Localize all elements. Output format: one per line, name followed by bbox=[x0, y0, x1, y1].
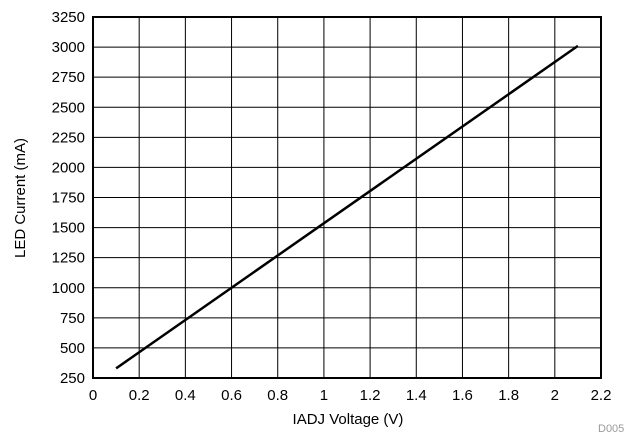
figure-code: D005 bbox=[598, 423, 624, 435]
plot-frame bbox=[92, 16, 602, 379]
x-tick-label: 0.2 bbox=[129, 387, 150, 404]
y-tick-label: 3000 bbox=[52, 39, 85, 56]
y-tick-label: 2250 bbox=[52, 129, 85, 146]
grid bbox=[93, 17, 601, 378]
x-tick-label: 2.2 bbox=[591, 387, 612, 404]
series-group bbox=[115, 44, 579, 370]
y-tick-labels: 250 500 750 1000 1250 1500 1750 2000 2250 2500 275… bbox=[52, 9, 85, 387]
y-tick-label: 500 bbox=[60, 340, 85, 357]
y-tick-label: 1250 bbox=[52, 250, 85, 267]
series-line bbox=[115, 44, 579, 370]
y-tick-label: 1750 bbox=[52, 190, 85, 207]
x-axis-label: IADJ Voltage (V) bbox=[293, 411, 404, 428]
y-tick-label: 1500 bbox=[52, 220, 85, 237]
x-tick-label: 0.8 bbox=[267, 387, 288, 404]
y-tick-label: 3250 bbox=[52, 9, 85, 26]
x-tick-label: 0.4 bbox=[175, 387, 196, 404]
y-tick-label: 2000 bbox=[52, 159, 85, 176]
y-tick-label: 2750 bbox=[52, 69, 85, 86]
x-tick-label: 0 bbox=[89, 387, 97, 404]
x-tick-label: 1.2 bbox=[360, 387, 381, 404]
y-axis-label: LED Current (mA) bbox=[12, 138, 29, 258]
x-tick-label: 0.6 bbox=[221, 387, 242, 404]
x-tick-label: 1.8 bbox=[498, 387, 519, 404]
x-tick-label: 1 bbox=[320, 387, 328, 404]
y-tick-label: 1000 bbox=[52, 280, 85, 297]
y-tick-label: 250 bbox=[60, 370, 85, 387]
x-tick-labels: 0 0.2 0.4 0.6 0.8 1 1.2 1.4 1.6 1.8 2 2.2 bbox=[89, 387, 612, 404]
y-tick-label: 750 bbox=[60, 310, 85, 327]
x-tick-label: 1.4 bbox=[406, 387, 427, 404]
x-tick-label: 2 bbox=[551, 387, 559, 404]
y-tick-label: 2500 bbox=[52, 99, 85, 116]
x-tick-label: 1.6 bbox=[452, 387, 473, 404]
